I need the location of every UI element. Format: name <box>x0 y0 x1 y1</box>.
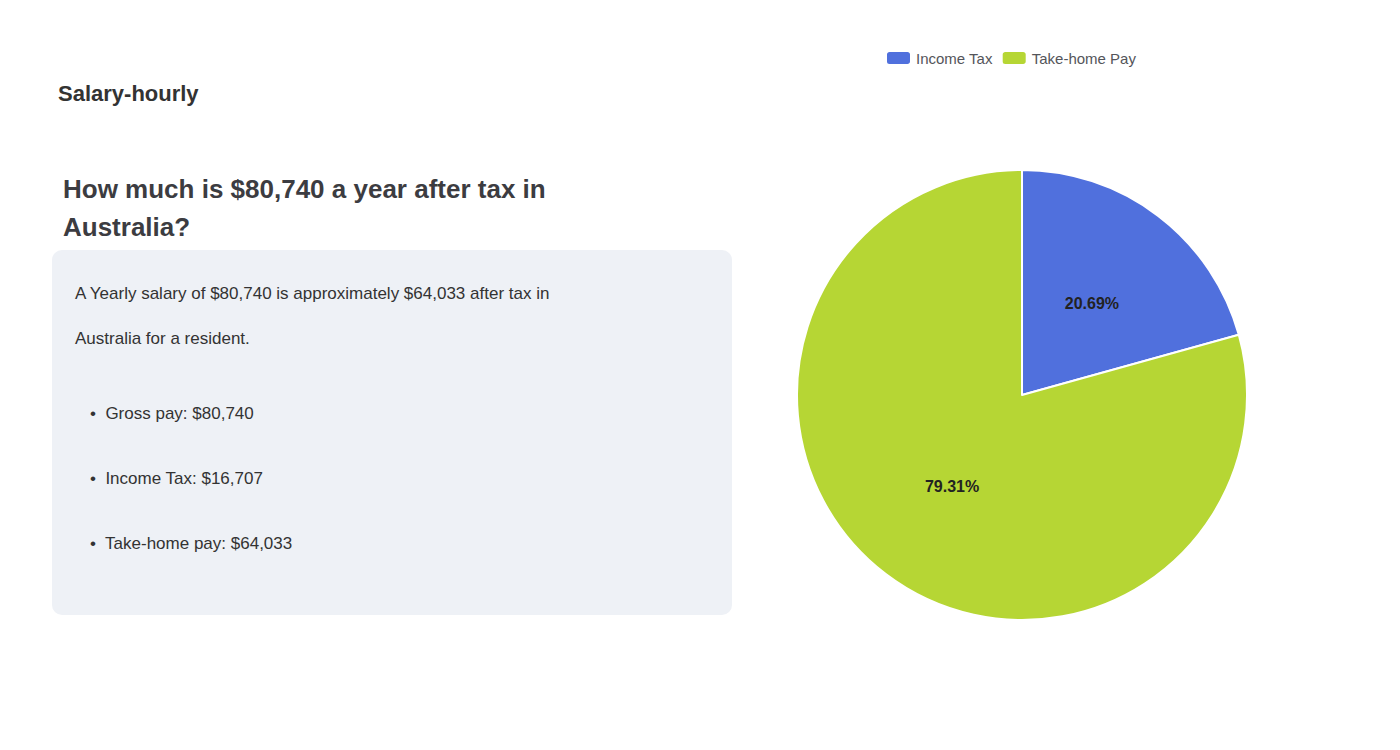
svg-text:Salary-hourly: Salary-hourly <box>58 81 199 106</box>
svg-text:• Income Tax: $16,707: • Income Tax: $16,707 <box>90 469 263 488</box>
svg-text:Take-home Pay: Take-home Pay <box>1032 50 1137 67</box>
svg-text:• Gross pay: $80,740: • Gross pay: $80,740 <box>90 404 254 423</box>
svg-text:Australia?: Australia? <box>63 212 190 242</box>
svg-text:Australia for a resident.: Australia for a resident. <box>75 329 250 348</box>
svg-text:Income Tax: Income Tax <box>916 50 993 67</box>
svg-text:79.31%: 79.31% <box>925 478 979 495</box>
svg-text:How much is $80,740 a year aft: How much is $80,740 a year after tax in <box>63 174 546 204</box>
svg-text:• Take-home pay: $64,033: • Take-home pay: $64,033 <box>90 534 292 553</box>
svg-text:A Yearly salary of $80,740 is: A Yearly salary of $80,740 is approximat… <box>75 284 549 303</box>
svg-text:20.69%: 20.69% <box>1065 295 1119 312</box>
